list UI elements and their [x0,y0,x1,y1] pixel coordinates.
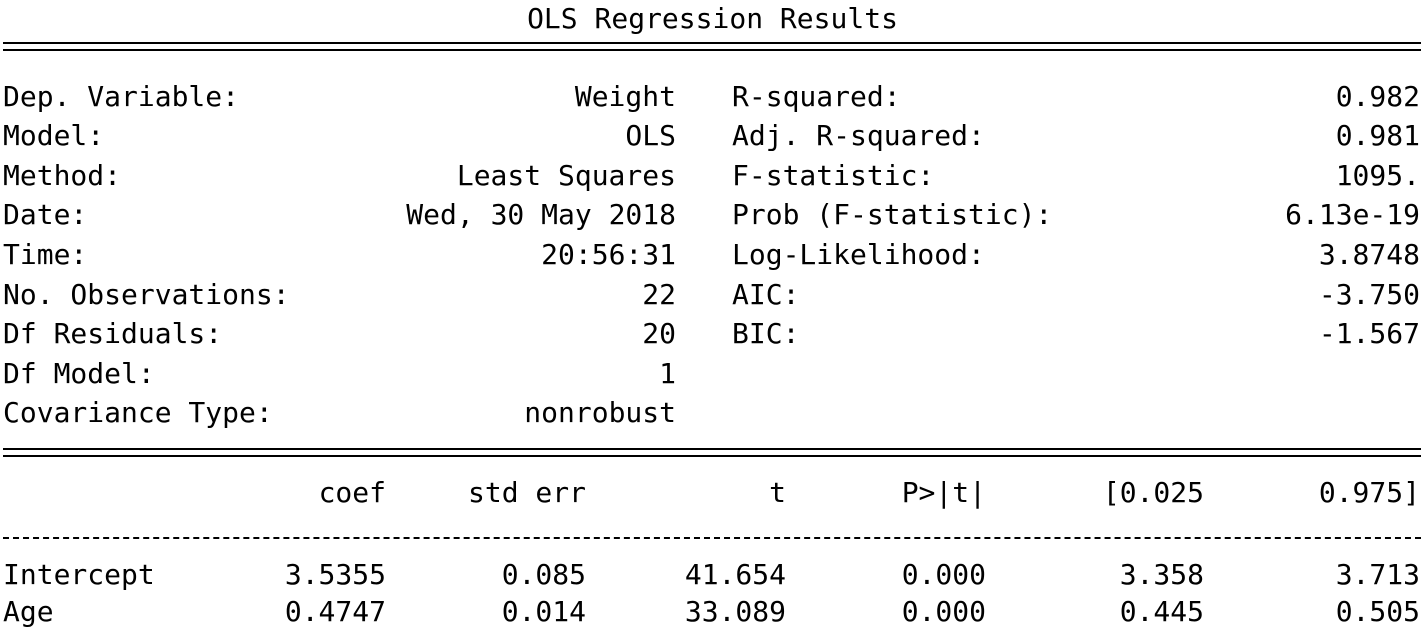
summary-value-covariance-type: nonrobust [524,396,676,429]
header-ci-lower: [0.025 [1102,476,1204,509]
summary-label-df-residuals: Df Residuals: [3,317,223,350]
summary-value-adj-r-squared: 0.981 [1335,119,1420,152]
summary-label-log-likelihood: Log-Likelihood: [732,238,985,271]
summary-label-df-model: Df Model: [3,357,155,390]
summary-value-dep-variable: Weight [574,80,676,113]
summary-value-model: OLS [625,119,676,152]
summary-value-r-squared: 0.982 [1335,80,1420,113]
cell-ci-upper: 3.713 [1335,558,1420,591]
double-rule-top [3,42,1421,51]
summary-value-prob-f-statistic: 6.13e-19 [1285,198,1420,231]
summary-label-covariance-type: Covariance Type: [3,396,273,429]
summary-label-bic: BIC: [732,317,800,350]
dashed-rule [3,537,1421,539]
summary-value-no-observations: 22 [642,278,676,311]
header-p-value: P>|t| [901,476,986,509]
summary-value-df-model: 1 [659,357,676,390]
row-name-age: Age [3,595,54,628]
cell-ci-lower: 0.445 [1119,595,1204,628]
summary-value-log-likelihood: 3.8748 [1318,238,1420,271]
summary-label-time: Time: [3,238,88,271]
summary-value-bic: -1.567 [1318,317,1420,350]
summary-value-f-statistic: 1095. [1335,159,1420,192]
summary-label-no-observations: No. Observations: [3,278,290,311]
cell-coef: 3.5355 [284,558,386,591]
cell-ci-lower: 3.358 [1119,558,1204,591]
summary-label-method: Method: [3,159,122,192]
header-std-err: std err [467,476,586,509]
header-coef: coef [318,476,386,509]
cell-std-err: 0.085 [501,558,586,591]
header-ci-upper: 0.975] [1318,476,1420,509]
summary-label-dep-variable: Dep. Variable: [3,80,240,113]
row-name-intercept: Intercept [3,558,155,591]
cell-ci-upper: 0.505 [1335,595,1420,628]
report-title: OLS Regression Results [527,2,898,35]
summary-value-aic: -3.750 [1318,278,1420,311]
summary-label-aic: AIC: [732,278,800,311]
cell-p-value: 0.000 [901,558,986,591]
cell-coef: 0.4747 [284,595,386,628]
cell-std-err: 0.014 [501,595,586,628]
summary-label-date: Date: [3,198,88,231]
double-rule-middle [3,448,1421,457]
cell-p-value: 0.000 [901,595,986,628]
summary-label-prob-f-statistic: Prob (F-statistic): [732,198,1053,231]
summary-value-df-residuals: 20 [642,317,676,350]
summary-value-method: Least Squares [456,159,676,192]
cell-t: 33.089 [684,595,786,628]
summary-value-time: 20:56:31 [541,238,676,271]
summary-value-date: Wed, 30 May 2018 [406,198,676,231]
cell-t: 41.654 [684,558,786,591]
summary-label-f-statistic: F-statistic: [732,159,935,192]
header-t: t [769,476,786,509]
summary-label-model: Model: [3,119,105,152]
summary-label-r-squared: R-squared: [732,80,901,113]
summary-label-adj-r-squared: Adj. R-squared: [732,119,985,152]
